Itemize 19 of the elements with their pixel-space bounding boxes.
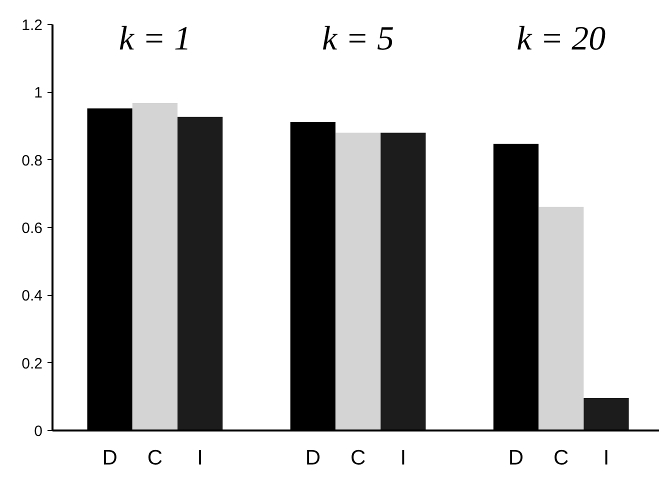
y-tick-label: 0 xyxy=(34,423,42,440)
x-tick-label: C xyxy=(147,446,163,470)
x-tick-label: I xyxy=(603,446,610,470)
x-tick-label: I xyxy=(400,446,406,470)
x-tick-label: C xyxy=(554,446,569,470)
x-tick-label: D xyxy=(102,446,118,470)
y-tick-label: 1 xyxy=(34,84,42,102)
y-tick-label: 0.8 xyxy=(22,152,43,170)
x-tick-label: C xyxy=(350,446,366,470)
annotation: k = 20 xyxy=(516,20,606,58)
y-tick-label: 0.6 xyxy=(22,220,43,237)
y-tick-label: 0.2 xyxy=(22,355,43,372)
y-tick-label: 0.4 xyxy=(22,288,43,305)
annotation: k = 1 xyxy=(118,20,191,58)
y-tick-label: 1.2 xyxy=(22,17,43,34)
annotation: k = 5 xyxy=(322,20,394,58)
x-tick-label: I xyxy=(197,446,203,470)
x-tick-label: D xyxy=(508,446,524,470)
x-tick-label: D xyxy=(305,446,320,470)
